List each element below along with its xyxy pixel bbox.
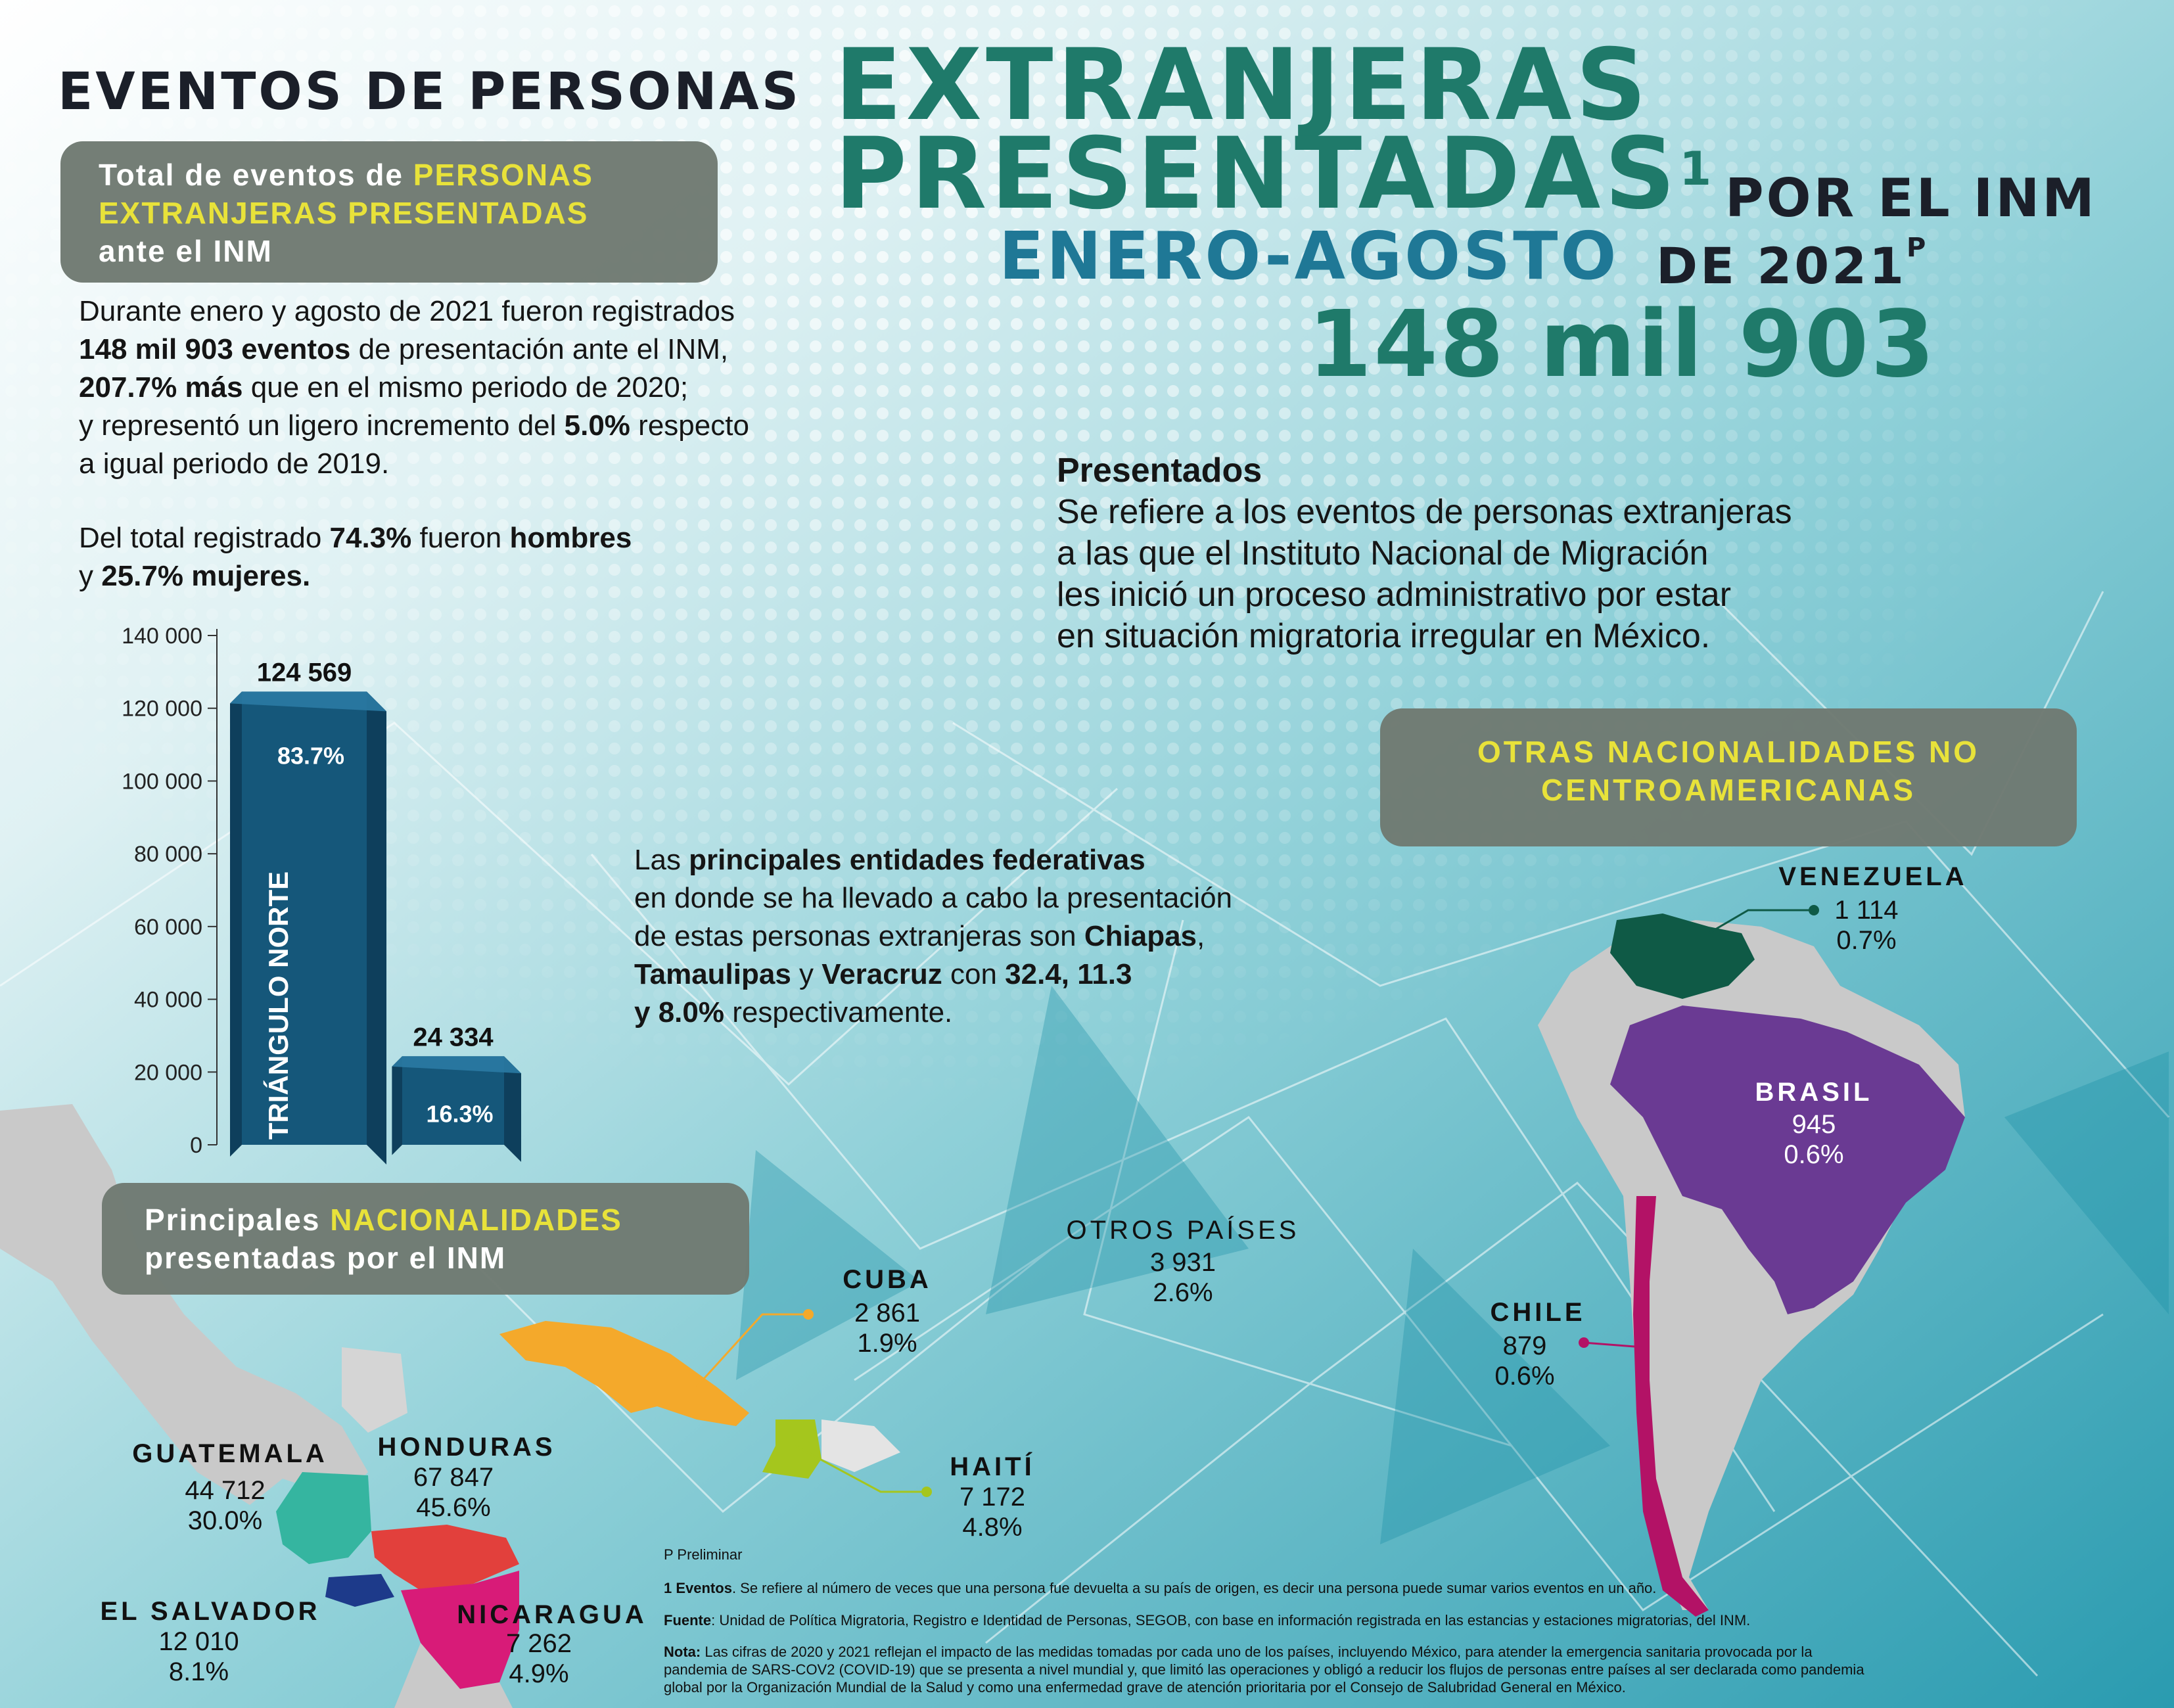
y-tick-label: 60 000 xyxy=(134,915,202,940)
mexico-shape xyxy=(0,1104,368,1505)
chile-values: 879 0.6% xyxy=(1494,1331,1555,1391)
nicaragua-values: 7 262 4.9% xyxy=(505,1629,572,1688)
header-extranjeras: EXTRANJERAS xyxy=(835,28,1651,143)
haiti-values: 7 172 4.8% xyxy=(959,1483,1026,1542)
cuba-values: 2 861 1.9% xyxy=(854,1299,921,1358)
nicaragua-shape xyxy=(401,1571,519,1689)
otros-paises-values: 3 931 2.6% xyxy=(1149,1248,1216,1307)
bar-side xyxy=(367,691,386,1165)
cuba-name: CUBA xyxy=(843,1265,932,1294)
footnote-eventos: 1 Eventos. Se refiere al número de veces… xyxy=(664,1580,1657,1596)
nationalities-text: Principales NACIONALIDADES presentadas p… xyxy=(145,1203,622,1275)
total-box-text: Total de eventos de PERSONAS EXTRANJERAS… xyxy=(99,158,593,268)
el-salvador-values: 12 010 8.1% xyxy=(158,1627,239,1686)
chile-name: CHILE xyxy=(1490,1298,1586,1327)
otros-paises-name: OTROS PAÍSES xyxy=(1066,1216,1300,1245)
brasil-name: BRASIL xyxy=(1755,1078,1873,1107)
haiti-shape xyxy=(762,1419,821,1479)
header-de-2021: DE 2021P xyxy=(1656,233,1929,295)
total-box xyxy=(60,141,718,283)
el-salvador-name: EL SALVADOR xyxy=(100,1597,321,1626)
y-tick-label: 20 000 xyxy=(134,1060,202,1085)
y-tick-label: 100 000 xyxy=(122,769,202,794)
bar-pct-label: 16.3% xyxy=(426,1100,493,1127)
cuba-shape xyxy=(499,1321,749,1426)
guatemala-shape xyxy=(276,1472,371,1564)
y-tick-label: 0 xyxy=(190,1133,202,1158)
chile-shape xyxy=(1633,1196,1709,1617)
venezuela-shape xyxy=(1610,913,1755,999)
bar-pct-label: 83.7% xyxy=(277,742,344,769)
venezuela-name: VENEZUELA xyxy=(1778,862,1968,891)
bar-value-label: 24 334 xyxy=(413,1023,494,1051)
other-nationalities-text: OTRAS NACIONALIDADES NO CENTROAMERICANAS xyxy=(1477,735,1980,807)
haiti-name: HAITÍ xyxy=(950,1452,1035,1481)
y-tick-label: 120 000 xyxy=(122,697,202,722)
bar-left-side xyxy=(230,691,242,1157)
honduras-values: 67 847 45.6% xyxy=(413,1463,494,1522)
guatemala-name: GUATEMALA xyxy=(132,1439,328,1468)
bar-inner-label: TRIÁNGULO NORTE xyxy=(263,871,294,1140)
header-por-el-inm: POR EL INM xyxy=(1725,168,2097,229)
footnote-preliminar: P Preliminar xyxy=(664,1546,743,1563)
bar-chart: 0 20 000 40 000 60 000 80 000 100 000 120 000 1… xyxy=(122,624,521,1165)
bar-top xyxy=(230,691,386,712)
bar-value-label: 124 569 xyxy=(257,658,352,687)
header-total: 148 mil 903 xyxy=(1308,291,1937,398)
honduras-shape xyxy=(371,1525,519,1590)
intro-text: Durante enero y agosto de 2021 fueron re… xyxy=(79,295,749,480)
header-enero-agosto: ENERO-AGOSTO xyxy=(999,218,1619,294)
footnote-nota: Nota: Las cifras de 2020 y 2021 reflejan… xyxy=(664,1644,1864,1696)
el-salvador-shape xyxy=(325,1574,394,1607)
nicaragua-name: NICARAGUA xyxy=(457,1600,647,1629)
other-nationalities-box xyxy=(1380,708,2077,846)
definition-text: Presentados Se refiere a los eventos de … xyxy=(1057,451,1792,655)
bar-side xyxy=(504,1056,521,1162)
header-line1-left: EVENTOS DE PERSONAS xyxy=(58,62,802,122)
bar xyxy=(242,691,367,1145)
brasil-shape xyxy=(1610,1005,1965,1314)
states-text: Las principales entidades federativas en… xyxy=(634,844,1233,1028)
brasil-values: 945 0.6% xyxy=(1784,1110,1844,1169)
gender-text: Del total registrado 74.3% fueron hombre… xyxy=(79,522,632,592)
header-presentadas: PRESENTADAS1 xyxy=(835,117,1716,231)
venezuela-values: 1 114 0.7% xyxy=(1834,896,1899,955)
bar-left-side xyxy=(392,1056,402,1155)
honduras-name: HONDURAS xyxy=(377,1433,556,1462)
nationalities-box xyxy=(102,1183,749,1295)
footnote-fuente: Fuente: Unidad de Política Migratoria, R… xyxy=(664,1612,1751,1628)
y-tick-label: 80 000 xyxy=(134,842,202,867)
y-tick-label: 40 000 xyxy=(134,988,202,1013)
bar-top xyxy=(392,1056,521,1074)
y-tick-label: 140 000 xyxy=(122,624,202,649)
guatemala-values: 44 712 30.0% xyxy=(185,1476,266,1535)
